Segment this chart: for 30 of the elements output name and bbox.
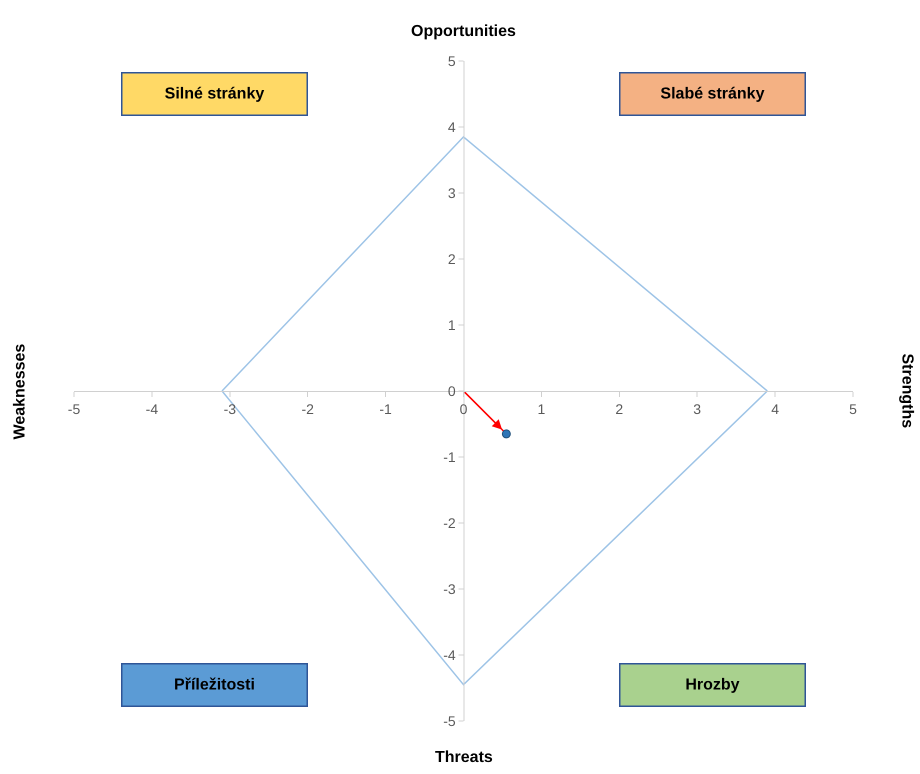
x-tick-label: -1	[379, 400, 392, 417]
x-tick-label: -4	[146, 400, 158, 417]
annotation: Slabé stránky	[660, 86, 765, 102]
x-tick-label: 2	[615, 400, 624, 417]
x-tick-label: 5	[849, 400, 858, 417]
y2-axis-title: Strengths	[898, 353, 916, 428]
y-tick-label: 3	[448, 184, 456, 201]
x2-axis-title: Opportunities	[411, 23, 516, 40]
x-tick-label: 0	[460, 400, 468, 417]
x-tick-label: -2	[301, 400, 314, 417]
x-tick-label: 1	[538, 400, 546, 417]
y-tick-label: 5	[448, 52, 456, 69]
annotation: Příležitosti	[174, 676, 255, 694]
y-tick-label: -1	[443, 448, 456, 465]
y-tick-label: 0	[448, 382, 456, 399]
annotation: Silné stránky	[164, 86, 264, 102]
y-tick-label: -3	[443, 580, 456, 597]
x-tick-label: 3	[693, 400, 702, 417]
y-axis-title: Weaknesses	[11, 344, 28, 440]
x-tick-label: 4	[771, 400, 780, 417]
y-tick-label: -4	[443, 646, 456, 663]
x-tick-label: -3	[224, 400, 236, 417]
y-tick-label: 2	[448, 250, 456, 267]
x-tick-label: -5	[68, 400, 80, 417]
y-tick-label: -5	[443, 712, 456, 729]
annotation: Hrozby	[685, 676, 740, 694]
y-tick-label: -2	[443, 514, 456, 531]
y-tick-label: 1	[448, 316, 456, 333]
y-tick-label: 4	[448, 118, 456, 135]
x-axis-title: Threats	[435, 749, 493, 766]
